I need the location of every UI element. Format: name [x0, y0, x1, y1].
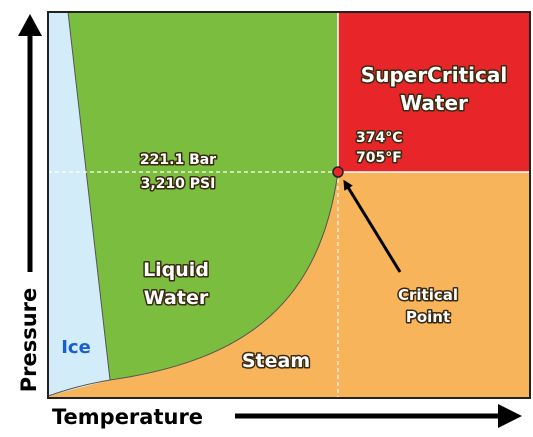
- region-label: Water: [144, 287, 209, 309]
- pointer-arrow: [343, 179, 402, 273]
- region-label: Water: [400, 91, 468, 115]
- annotation: Point: [406, 308, 450, 326]
- frame: [47, 11, 531, 399]
- x-axis-arrowhead: [498, 404, 522, 428]
- pressure-label: 221.1 Bar: [140, 152, 216, 168]
- y-axis-arrowhead: [18, 14, 42, 36]
- region-label: Liquid: [143, 259, 209, 281]
- temperature-label: 705°F: [356, 150, 402, 166]
- liquid-region: [68, 12, 338, 380]
- region-label: SuperCritical: [361, 63, 507, 87]
- critical-point-marker: [332, 166, 344, 178]
- y-axis-label: Pressure: [17, 288, 41, 393]
- phase-boundary: [47, 11, 339, 397]
- annotation: Critical: [398, 286, 458, 304]
- supercritical-region: [338, 12, 530, 172]
- ice-region: [48, 12, 110, 396]
- temperature-label: 374°C: [356, 130, 403, 146]
- region-label: Ice: [61, 337, 91, 358]
- x-axis-label: Temperature: [52, 405, 203, 429]
- region-label: Steam: [242, 350, 310, 372]
- pressure-label: 3,210 PSI: [141, 176, 216, 192]
